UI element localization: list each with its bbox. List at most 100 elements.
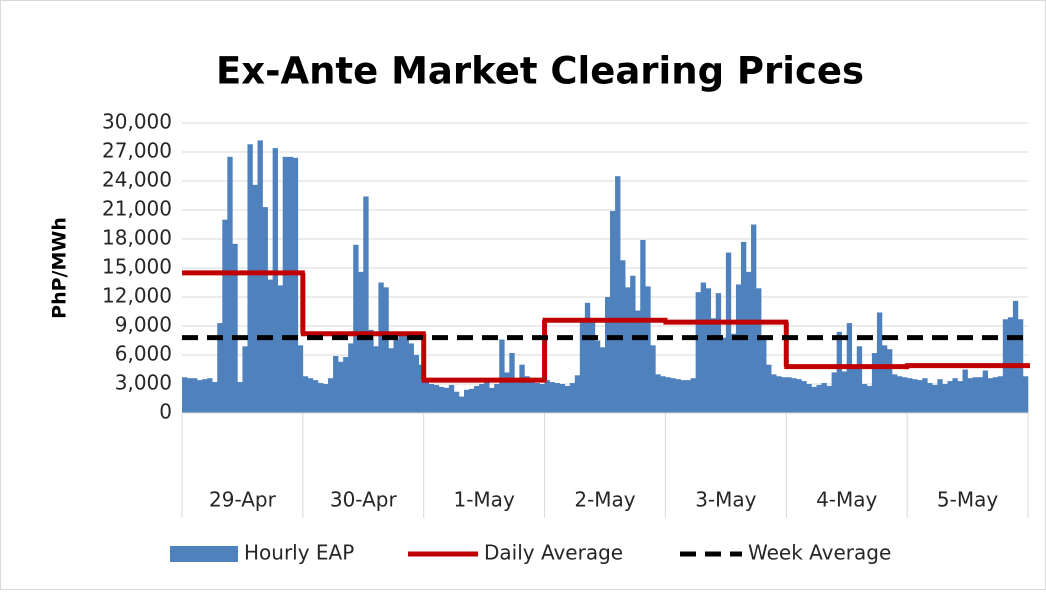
bar xyxy=(605,297,611,413)
bar xyxy=(987,378,994,413)
x-tick-label: 1-May xyxy=(453,488,514,512)
bar xyxy=(544,380,550,413)
bar xyxy=(786,377,792,413)
legend-label: Week Average xyxy=(748,541,891,565)
bar xyxy=(514,379,520,413)
bar xyxy=(489,387,495,413)
y-tick-label: 0 xyxy=(159,400,172,424)
bar xyxy=(373,346,379,413)
x-tick-label: 2-May xyxy=(574,488,635,512)
bar xyxy=(635,310,641,413)
bar xyxy=(187,378,193,413)
bar xyxy=(484,382,490,413)
legend-swatch xyxy=(170,546,238,562)
bar xyxy=(559,384,566,413)
bar xyxy=(937,379,943,413)
bar xyxy=(192,378,198,413)
bar xyxy=(881,345,888,413)
x-tick-label: 4-May xyxy=(816,488,877,512)
bar xyxy=(393,339,399,413)
bar xyxy=(272,148,278,413)
x-tick-label: 5-May xyxy=(937,488,998,512)
bar xyxy=(262,207,268,413)
bar xyxy=(766,364,772,413)
bar xyxy=(977,377,983,413)
bar xyxy=(660,376,666,413)
bar xyxy=(952,378,958,413)
bar xyxy=(806,384,812,413)
bar xyxy=(740,241,747,413)
bar xyxy=(866,385,873,413)
bar xyxy=(524,376,530,413)
bar xyxy=(599,347,606,413)
bar xyxy=(363,196,369,413)
bar xyxy=(282,156,289,414)
bar xyxy=(317,383,324,413)
bar xyxy=(761,339,767,413)
bar xyxy=(947,381,953,413)
bar xyxy=(610,210,616,413)
bar xyxy=(630,275,636,413)
bar xyxy=(443,387,450,413)
bar xyxy=(685,380,691,413)
y-tick-label: 27,000 xyxy=(102,139,172,163)
bar xyxy=(831,372,837,413)
bar xyxy=(237,382,243,413)
bar xyxy=(182,377,188,413)
bar xyxy=(957,381,963,413)
bar xyxy=(242,346,248,413)
bar xyxy=(967,378,973,413)
bar xyxy=(202,379,208,413)
bar xyxy=(917,380,923,413)
bar xyxy=(433,384,440,413)
bar xyxy=(232,243,238,413)
legend-label: Hourly EAP xyxy=(244,541,354,565)
bar xyxy=(922,378,928,413)
bar xyxy=(519,364,525,413)
bar xyxy=(816,384,822,413)
bar xyxy=(323,384,329,413)
bar xyxy=(358,271,364,413)
bar xyxy=(423,381,430,413)
bar xyxy=(579,321,586,413)
bar xyxy=(972,377,978,413)
bar xyxy=(791,378,797,413)
bar xyxy=(428,384,435,413)
bar xyxy=(589,318,596,413)
bar xyxy=(448,384,455,413)
bar xyxy=(353,244,359,413)
bar xyxy=(474,385,480,413)
bar xyxy=(751,224,757,413)
bar xyxy=(509,353,515,413)
y-tick-label: 24,000 xyxy=(102,168,172,192)
bar xyxy=(594,340,601,413)
bar xyxy=(252,184,258,413)
bar xyxy=(504,372,510,413)
bar xyxy=(695,292,701,413)
bar xyxy=(302,376,309,413)
bar xyxy=(907,378,913,413)
bar xyxy=(277,285,284,413)
bar xyxy=(227,156,233,414)
bar xyxy=(564,385,571,413)
bar xyxy=(902,377,908,413)
bar xyxy=(333,355,339,413)
bar xyxy=(453,391,460,413)
bar xyxy=(897,376,903,413)
bar xyxy=(771,374,777,413)
bar xyxy=(343,356,349,413)
bar xyxy=(403,335,409,413)
y-tick-label: 6,000 xyxy=(115,342,172,366)
bar xyxy=(992,377,999,413)
bar xyxy=(756,288,762,413)
bar xyxy=(574,375,581,413)
bar xyxy=(796,379,802,413)
x-tick-label: 30-Apr xyxy=(330,488,398,512)
bar xyxy=(836,331,842,413)
bar xyxy=(887,349,893,413)
y-tick-label: 30,000 xyxy=(102,110,172,134)
bar xyxy=(418,364,425,413)
bar xyxy=(650,345,656,413)
